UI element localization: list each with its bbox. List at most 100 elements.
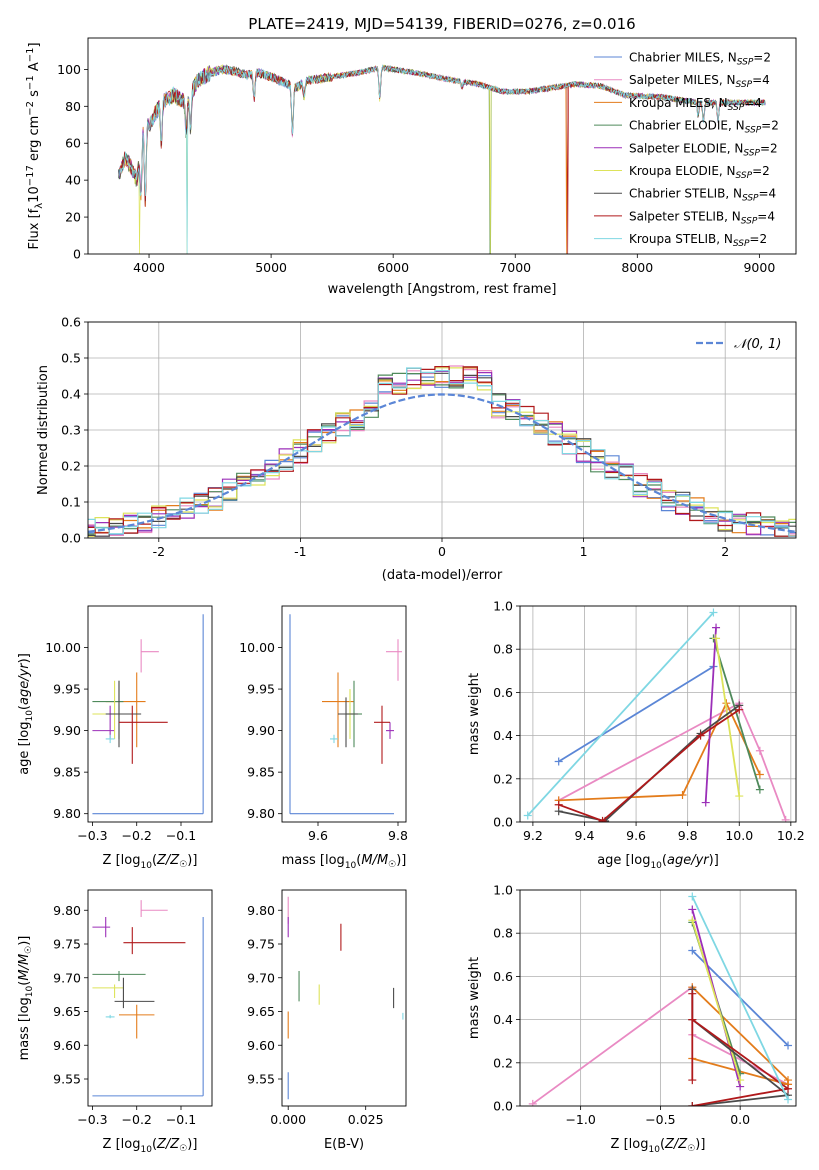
weight-marker	[755, 770, 764, 779]
weight-marker	[688, 1015, 697, 1024]
weight-marker	[735, 705, 744, 714]
weight-marker	[688, 916, 697, 925]
y-tick-label: 9.70	[247, 970, 275, 985]
weight-marker	[709, 608, 718, 617]
weight-line-8	[691, 896, 789, 1100]
x-tick-label: −0.3	[77, 828, 107, 843]
y-tick-label: 0.5	[61, 351, 81, 366]
weights-weight_vs_Z	[528, 892, 793, 1106]
frame-mass_vs_Z	[87, 889, 213, 1107]
x-tick-label: −0.3	[77, 1112, 107, 1127]
weight-marker	[688, 946, 697, 955]
y-tick-label: 9.80	[53, 806, 81, 821]
y-tick-label: 1.0	[493, 599, 513, 614]
residual-step-3	[88, 366, 796, 537]
weight-marker	[554, 757, 563, 766]
y-tick-label: 10.00	[45, 640, 81, 655]
axes-age_vs_Z: −0.3 −0.2 −0.1 9.80 9.85 9.90 9.95 10.00	[45, 640, 196, 843]
y-tick-label: 0.0	[61, 531, 81, 546]
x-tick-label: -2	[153, 544, 165, 559]
legend-label: Salpeter MILES, NSSP=4	[629, 73, 770, 90]
y-tick-label: 0.0	[493, 1099, 513, 1114]
spectrum-line-5	[120, 64, 765, 254]
spectrum-x-label: wavelength [Angstrom, rest frame]	[328, 282, 557, 297]
y-tick-label: 20	[65, 210, 81, 225]
residual-hist	[88, 365, 796, 537]
x-tick-label: -1	[294, 544, 306, 559]
residual-step-7	[88, 366, 796, 537]
x-tick-label: 1	[580, 544, 588, 559]
y-tick-label: 9.85	[247, 765, 275, 780]
y-tick-label: 0.4	[493, 1012, 513, 1027]
spectrum-y-label: Flux [fλ10−17 erg cm−2 s−1 A−1]	[25, 42, 45, 249]
residual-step-6	[88, 367, 796, 537]
weight-marker	[735, 792, 744, 801]
axes-spectrum: 4000 5000 6000 7000 8000 9000 0 20 40 60 80 100	[57, 62, 775, 275]
errorbars-mass_vs_ebv	[287, 896, 404, 1100]
axes-mass_vs_Z: −0.3 −0.2 −0.1 9.55 9.60 9.65 9.70 9.75 9.80	[53, 903, 196, 1127]
spectrum-line-7	[119, 65, 765, 254]
weight-line-5	[691, 919, 742, 1081]
weight-line-2	[558, 701, 761, 802]
y-tick-label: 9.90	[53, 723, 81, 738]
weight-line-8	[527, 611, 715, 817]
spectrum-lines	[118, 64, 766, 254]
x-tick-label: 4000	[133, 260, 165, 275]
weight-line-1	[558, 701, 787, 821]
residual-step-2	[88, 367, 796, 537]
y-tick-label: 9.65	[53, 1004, 81, 1019]
y-tick-label: 0	[73, 247, 81, 262]
y-label-mass_vs_Z: mass [log10(M/M☉)]	[17, 936, 35, 1061]
frame-age_vs_mass	[281, 605, 407, 823]
weight-marker	[736, 1076, 745, 1085]
weights-weight_vs_age	[523, 608, 790, 822]
y-tick-label: 9.80	[53, 903, 81, 918]
weight-marker	[701, 798, 710, 807]
axes-weight_vs_Z: −1.0 −0.5 0.0 0.0 0.2 0.4 0.6 0.8 1.0	[493, 883, 796, 1127]
legend-label: Salpeter STELIB, NSSP=4	[629, 209, 775, 226]
y-label-weight_vs_Z: mass weight	[467, 957, 482, 1039]
y-tick-label: 0.2	[493, 1055, 513, 1070]
spectrum-legend: Chabrier MILES, NSSP=2 Salpeter MILES, NS…	[594, 51, 779, 249]
figure-title: PLATE=2419, MJD=54139, FIBERID=0276, z=0…	[248, 15, 635, 33]
x-tick-label: −0.2	[122, 828, 152, 843]
x-tick-label: −0.5	[645, 1112, 675, 1127]
frame-weight_vs_age	[519, 605, 797, 823]
y-tick-label: 9.95	[53, 682, 81, 697]
x-label-age_vs_mass: mass [log10(M/M☉)]	[282, 853, 407, 871]
x-tick-label: 6000	[377, 260, 409, 275]
weight-marker	[784, 1076, 793, 1085]
x-tick-label: 9.2	[523, 828, 543, 843]
y-tick-label: 0.6	[493, 969, 513, 984]
x-tick-label: −1.0	[565, 1112, 595, 1127]
x-tick-label: 9.4	[575, 828, 595, 843]
legend-label: Salpeter ELODIE, NSSP=2	[629, 141, 778, 158]
legend-label: Kroupa MILES, NSSP=4	[629, 96, 762, 113]
weight-marker	[688, 892, 697, 901]
y-tick-label: 0.4	[61, 387, 81, 402]
weight-marker	[688, 1102, 697, 1106]
x-label-age_vs_Z: Z [log10(Z/Z☉)]	[103, 853, 198, 871]
x-tick-label: 5000	[255, 260, 287, 275]
x-tick-label: 9.8	[678, 828, 698, 843]
x-tick-label: 7000	[499, 260, 531, 275]
y-tick-label: 9.70	[53, 970, 81, 985]
weight-marker	[712, 634, 721, 643]
weight-marker	[678, 791, 687, 799]
y-tick-label: 0.8	[493, 926, 513, 941]
x-label-mass_vs_Z: Z [log10(Z/Z☉)]	[103, 1137, 198, 1155]
spectrum-frame	[87, 37, 797, 255]
weight-marker	[528, 1099, 537, 1106]
y-tick-label: 0.2	[493, 771, 513, 786]
y-tick-label: 9.60	[53, 1038, 81, 1053]
y-tick-label: 0.2	[61, 459, 81, 474]
y-tick-label: 9.75	[247, 937, 275, 952]
y-tick-label: 80	[65, 99, 81, 114]
x-label-weight_vs_Z: Z [log10(Z/Z☉)]	[611, 1137, 706, 1155]
frame-weight_vs_Z	[519, 889, 797, 1107]
y-tick-label: 0.6	[61, 315, 81, 330]
x-tick-label: 0.000	[270, 1112, 306, 1127]
spectrum-line-3	[118, 64, 765, 254]
weight-line-3	[712, 638, 761, 790]
